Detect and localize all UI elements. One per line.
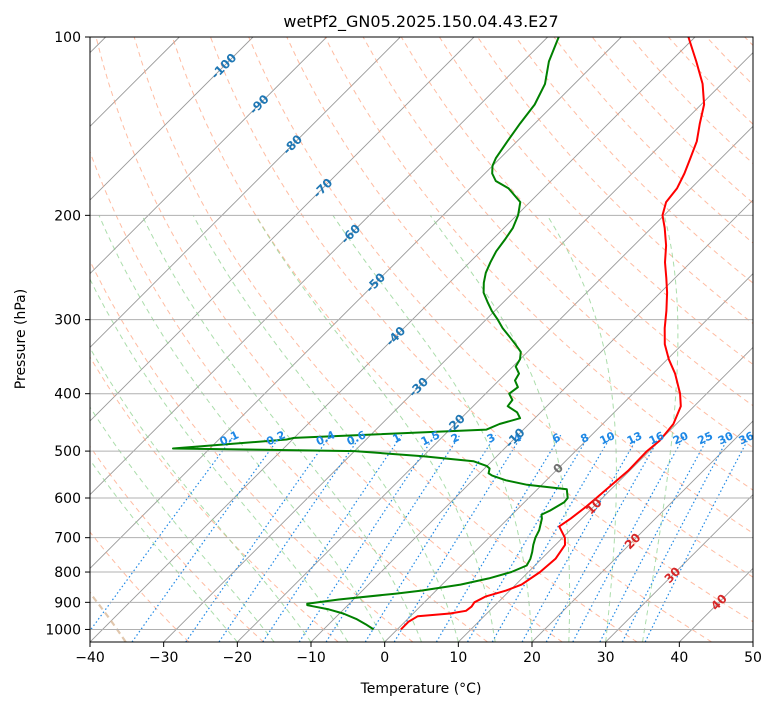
y-tick-label: 800 [54, 565, 81, 581]
isotherm-line [0, 37, 327, 642]
x-tick-label: 50 [744, 650, 762, 666]
mixing-ratio-label: 0.6 [345, 428, 368, 448]
dewpoint-profile [173, 37, 568, 629]
dry-adiabat [668, 37, 775, 642]
y-axis: 1000 900 800 700 600 500 400 300 200 100 [45, 30, 90, 638]
moist-adiabat [333, 215, 532, 642]
y-tick-label: 1000 [45, 622, 81, 638]
y-tick-label: 100 [54, 30, 81, 46]
dry-adiabat [745, 37, 775, 642]
mixing-ratio-label: 30 [716, 429, 736, 447]
isotherm-line [311, 37, 775, 642]
isotherm-line [0, 37, 253, 642]
mixing-ratio-label: 20 [671, 429, 691, 447]
mixing-ratio-label: 10 [598, 429, 618, 447]
x-tick-label: 0 [380, 650, 389, 666]
plot-frame [90, 37, 753, 642]
x-tick-label: −10 [296, 650, 326, 666]
x-axis: −40 −30 −20 −10 0 10 20 30 40 50 [75, 642, 762, 666]
mixing-ratio-label: 13 [625, 429, 644, 447]
mixing-ratio-line [436, 435, 560, 642]
chart-title: wetPf2_GN05.2025.150.04.43.E27 [283, 12, 558, 32]
y-tick-label: 500 [54, 444, 81, 460]
isotherm-line [753, 37, 775, 642]
y-tick-label: 300 [54, 313, 81, 329]
dry-adiabat [592, 37, 775, 642]
pressure-gridlines [90, 37, 753, 629]
mixing-ratio-label: 0.4 [314, 428, 337, 448]
mixing-ratio-line [522, 435, 639, 642]
mixing-ratio-label: 25 [696, 429, 715, 447]
isotherm-line [679, 37, 775, 642]
dry-adiabat [0, 37, 338, 642]
x-tick-label: 30 [597, 650, 615, 666]
mixing-ratio-label: 16 [647, 429, 667, 447]
isotherm-line [16, 37, 621, 642]
mixing-ratio-line [219, 435, 361, 642]
dry-adiabat [707, 37, 775, 642]
isotherm-line [385, 37, 775, 642]
isotherm-line [237, 37, 775, 642]
mixing-ratio-line [365, 435, 495, 642]
y-axis-label: Pressure (hPa) [13, 289, 29, 389]
y-tick-label: 900 [54, 595, 81, 611]
x-tick-label: 10 [449, 650, 467, 666]
mixing-ratio-label: 0.1 [218, 428, 241, 448]
dry-adiabat [20, 37, 413, 642]
isotherm-line [164, 37, 769, 642]
y-tick-label: 700 [54, 531, 81, 547]
mixing-ratio-line [645, 435, 750, 642]
dry-adiabat [0, 37, 264, 642]
mixing-ratio-label: 3 [485, 431, 497, 446]
isotherm-line [0, 37, 548, 642]
mixing-ratio-line [326, 435, 460, 642]
y-tick-label: 600 [54, 491, 81, 507]
x-tick-label: −30 [149, 650, 179, 666]
dry-adiabat [516, 37, 775, 642]
y-tick-label: 200 [54, 208, 81, 224]
x-tick-label: −40 [75, 650, 105, 666]
x-tick-label: −20 [223, 650, 253, 666]
x-axis-label: Temperature (°C) [360, 681, 482, 697]
y-tick-label: 400 [54, 387, 81, 403]
x-tick-label: 40 [670, 650, 688, 666]
moist-adiabat [0, 215, 237, 642]
x-tick-label: 20 [523, 650, 541, 666]
mixing-ratio-label: 8 [579, 431, 591, 446]
mixing-ratio-line [600, 435, 709, 642]
isotherm-line [0, 37, 400, 642]
isotherm-line [458, 37, 775, 642]
isotherm-line [0, 37, 474, 642]
